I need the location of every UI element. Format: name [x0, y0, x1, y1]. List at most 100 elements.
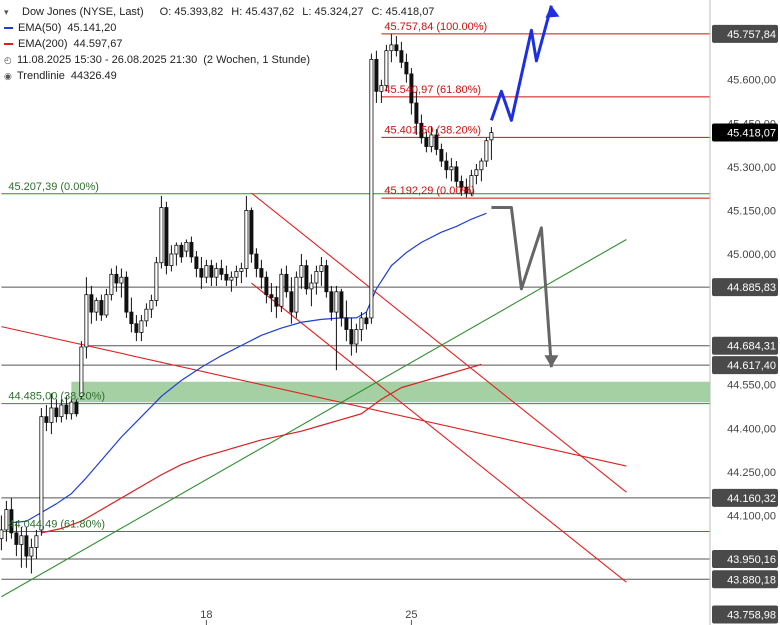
price-badge-0: [712, 24, 778, 43]
candle-43: [214, 262, 219, 286]
candle-body: [144, 308, 149, 322]
candle-14: [69, 399, 74, 420]
candle-body: [309, 282, 314, 290]
candle-8: [39, 407, 44, 536]
candle-70: [349, 317, 354, 356]
candle-body: [179, 244, 184, 258]
y-tick-label-7: 44.400,00: [727, 423, 776, 435]
chevron-down-icon[interactable]: ▾: [4, 7, 9, 17]
price-badge-7: [712, 570, 778, 589]
price-badge-3: [712, 336, 778, 355]
candle-25: [124, 271, 129, 318]
candle-body: [434, 134, 439, 150]
candle-body: [169, 253, 174, 267]
candle-87: [434, 129, 439, 156]
candle-body: [84, 294, 89, 348]
forecast-down-arrowhead: [544, 355, 559, 368]
candle-body: [99, 300, 104, 316]
candle-69: [344, 300, 349, 342]
candle-body: [489, 132, 494, 141]
candle-19: [94, 297, 99, 321]
candle-body: [419, 122, 424, 139]
price-badge-label-2: 44.885,83: [727, 282, 776, 294]
candle-body: [364, 317, 369, 325]
fib-label-6: 44.044,49 (61.80%): [8, 519, 105, 531]
candle-body: [159, 207, 164, 264]
candle-body: [344, 317, 349, 330]
price-badge-label-4: 44.617,40: [727, 360, 776, 372]
candle-35: [174, 242, 179, 266]
trendline: [1, 238, 627, 598]
candle-body: [174, 244, 179, 255]
price-badge-label-5: 44.160,32: [727, 493, 776, 505]
candle-95: [474, 163, 479, 185]
candle-83: [414, 91, 419, 135]
target-icon: ◉: [4, 71, 12, 81]
candle-86: [429, 126, 434, 153]
candle-body: [329, 291, 334, 313]
candle-body: [469, 175, 474, 194]
ema200-line: [41, 363, 482, 534]
candle-body: [214, 268, 219, 278]
legend-ema200-row: EMA(200) 44.597,67: [4, 36, 442, 52]
candle-15: [74, 399, 79, 417]
candle-body: [29, 546, 34, 557]
ema-layer: [11, 212, 487, 534]
price-badge-label-0: 45.757,84: [727, 29, 776, 41]
fib-label-2: 45.401,50 (38.20%): [384, 124, 481, 136]
candle-78: [389, 34, 394, 63]
candle-body: [454, 166, 459, 182]
candle-55: [274, 285, 279, 318]
candle-body: [379, 85, 384, 92]
candle-80: [399, 41, 404, 69]
price-badge-1: [712, 123, 778, 142]
candle-26: [129, 297, 134, 333]
candle-body: [424, 137, 429, 147]
candle-65: [324, 259, 329, 298]
candle-body: [254, 253, 259, 269]
legend-ema200-label: EMA(200): [18, 38, 68, 50]
legend-open: O: 45.393,82: [159, 6, 224, 18]
candle-body: [414, 102, 419, 124]
candle-body: [164, 207, 169, 267]
candle-body: [194, 256, 199, 269]
red-long-trend: [1, 326, 627, 467]
forecast-down-path: [491, 206, 553, 368]
y-tick-label-9: 44.100,00: [727, 510, 776, 522]
candle-body: [474, 169, 479, 176]
candle-body: [154, 262, 159, 301]
candle-63: [314, 265, 319, 295]
candle-9: [44, 405, 49, 432]
candle-body: [389, 44, 394, 52]
ema50-swatch: [4, 27, 13, 29]
candle-body: [219, 268, 224, 275]
candle-body: [319, 265, 324, 272]
axis-layer: 45.600,0045.450,0045.300,0045.150,0045.0…: [200, 0, 780, 625]
forecast-up-path: [489, 5, 553, 122]
candle-body: [134, 323, 139, 333]
candle-27: [134, 315, 139, 342]
candle-body: [34, 535, 39, 548]
candle-91: [454, 161, 459, 188]
forecast-up-arrowhead: [545, 5, 560, 18]
candle-body: [204, 265, 209, 278]
candle-47: [234, 265, 239, 286]
candle-90: [449, 158, 454, 182]
legend-range: 11.08.2025 15:30 - 26.08.2025 21:30: [17, 54, 198, 66]
price-badge-label-3: 44.684,31: [727, 341, 776, 353]
legend-title: Dow Jones (NYSE, Last): [22, 6, 144, 18]
y-tick-label-3: 45.150,00: [727, 205, 776, 217]
legend-trendline-value: 44326.49: [70, 70, 117, 82]
candle-82: [409, 68, 414, 115]
candle-body: [64, 404, 69, 415]
fib-labels-layer: 45.757,84 (100.00%) 45.540,97 (61.80%) 45.…: [8, 21, 487, 531]
candle-body: [269, 294, 274, 298]
legend-trendline-label: Trendlinie: [17, 70, 65, 82]
zone-layer: [71, 381, 710, 403]
candle-50: [249, 207, 254, 263]
fib-label-4: 45.207,39 (0.00%): [8, 181, 99, 193]
candle-body: [9, 509, 14, 534]
y-tick-label-6: 44.550,00: [727, 380, 776, 392]
horizontal-lines-layer: [1, 33, 710, 580]
